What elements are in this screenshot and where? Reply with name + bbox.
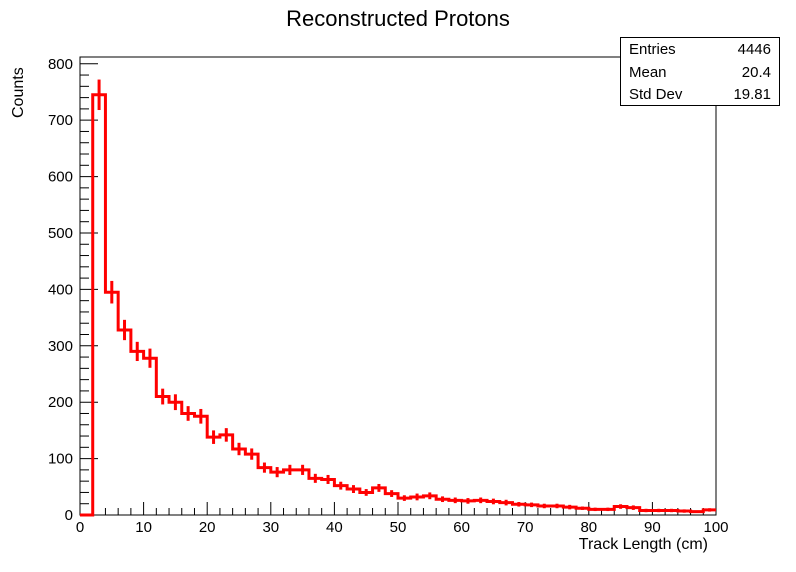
stats-box: Entries 4446 Mean 20.4 Std Dev 19.81: [620, 37, 780, 106]
x-tick-label: 50: [390, 519, 407, 536]
stats-mean-value: 20.4: [741, 64, 771, 81]
y-tick-label: 300: [48, 338, 73, 355]
x-tick-label: 80: [580, 519, 597, 536]
stats-entries-label: Entries: [629, 41, 676, 58]
plot-frame: [79, 56, 717, 516]
y-tick-label: 500: [48, 225, 73, 242]
x-tick-label: 20: [199, 519, 216, 536]
x-tick-label: 0: [76, 519, 84, 536]
y-tick-label: 800: [48, 56, 73, 73]
y-axis-label: Counts: [10, 67, 27, 118]
stats-row-mean: Mean 20.4: [629, 62, 771, 84]
axis-ticks: [79, 63, 717, 516]
histogram-series: [80, 79, 716, 517]
y-tick-label: 400: [48, 281, 73, 298]
x-axis-label: Track Length (cm): [578, 536, 708, 553]
stats-stddev-value: 19.81: [733, 86, 771, 103]
x-tick-label: 60: [453, 519, 470, 536]
y-tick-label: 200: [48, 394, 73, 411]
x-tick-label: 30: [262, 519, 279, 536]
axis-tick-labels: 0 10 20 30 40 50 60 70 80 90 100 0 100 200 300 400 500 60…: [48, 56, 729, 536]
stats-row-entries: Entries 4446: [629, 39, 771, 61]
x-tick-label: 10: [135, 519, 152, 536]
x-tick-label: 70: [517, 519, 534, 536]
x-tick-label: 40: [326, 519, 343, 536]
y-tick-label: 600: [48, 169, 73, 186]
x-tick-label: 100: [703, 519, 728, 536]
chart-title: Reconstructed Protons: [286, 6, 510, 31]
y-tick-label: 700: [48, 112, 73, 129]
y-tick-label: 0: [65, 507, 73, 524]
x-tick-label: 90: [644, 519, 661, 536]
stats-stddev-label: Std Dev: [629, 86, 683, 103]
histogram-step-line: [80, 93, 716, 517]
stats-row-stddev: Std Dev 19.81: [629, 84, 771, 106]
stats-entries-value: 4446: [737, 41, 771, 58]
stats-mean-label: Mean: [629, 64, 667, 81]
y-tick-label: 100: [48, 451, 73, 468]
